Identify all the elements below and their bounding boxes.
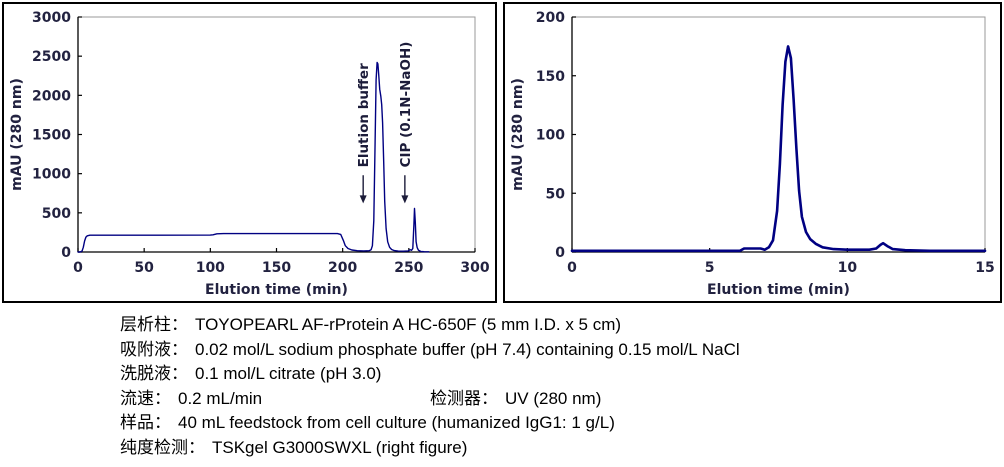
x-tick-label: 250	[394, 260, 423, 276]
right-chromatogram-purity-check: 0 50 100 150 200 0 5 10 15 mAU (280 nm) Elution ti…	[510, 10, 995, 298]
note-value-detector: UV (280 nm)	[505, 388, 602, 408]
chromatogram-trace	[77, 61, 430, 253]
y-tick-label: 1500	[32, 128, 71, 144]
y-tick-label: 2500	[32, 49, 71, 65]
note-row-adsorption-buffer: 吸附液： 0.02 mol/L sodium phosphate buffer …	[120, 338, 980, 363]
x-tick-label: 0	[73, 260, 83, 276]
x-tick-label: 150	[262, 260, 291, 276]
x-tick-label: 100	[196, 260, 225, 276]
y-tick-label: 0	[555, 245, 565, 261]
y-tick-label: 500	[42, 206, 71, 222]
note-label-detector: 检测器：	[430, 388, 498, 409]
left-chromatogram-affinity: 0 500 1000 1500 2000 2500 3000 0 50 100 150 200 250 3…	[9, 10, 490, 298]
note-value: TOYOPEARL AF-rProtein A HC-650F (5 mm I.…	[195, 315, 622, 334]
x-tick-label: 50	[134, 260, 154, 276]
x-tick-label: 300	[460, 260, 489, 276]
note-label: 吸附液：	[120, 339, 188, 360]
y-tick-label: 0	[61, 245, 71, 261]
annotation-label: Elution buffer	[356, 63, 372, 167]
y-tick-label: 1000	[32, 167, 71, 183]
y-tick-label: 2000	[32, 88, 71, 104]
note-label: 洗脱液：	[120, 364, 188, 385]
note-label: 层析柱：	[120, 315, 188, 335]
x-tick-label: 200	[328, 260, 357, 276]
note-value: 0.1 mol/L citrate (pH 3.0)	[195, 364, 382, 384]
y-axis-title: mAU (280 nm)	[9, 78, 25, 191]
note-label: 样品：	[120, 413, 171, 434]
y-tick-label: 200	[536, 10, 565, 26]
y-tick-label: 150	[536, 69, 565, 85]
x-axis-title: Elution time (min)	[205, 282, 348, 298]
x-tick-label: 15	[975, 260, 994, 276]
note-value: 0.2 mL/min	[178, 388, 263, 408]
x-tick-label: 10	[838, 260, 858, 276]
x-tick-label: 0	[567, 260, 577, 276]
annotation-label: CIP (0.1N-NaOH)	[398, 42, 414, 168]
note-row-purity-check: 纯度检测： TSKgel G3000SWXL (right figure)	[120, 436, 980, 461]
conditions-notes: 层析柱： TOYOPEARL AF-rProtein A HC-650F (5 …	[120, 313, 980, 461]
x-axis-title: Elution time (min)	[707, 282, 850, 298]
note-value: 0.02 mol/L sodium phosphate buffer (pH 7…	[195, 339, 740, 359]
right-chart-panel: 0 50 100 150 200 0 5 10 15 mAU (280 nm) Elution ti…	[503, 2, 1002, 303]
annotation-arrowhead-icon	[401, 195, 409, 204]
note-row-column: 层析柱： TOYOPEARL AF-rProtein A HC-650F (5 …	[120, 313, 980, 338]
note-label: 纯度检测：	[120, 437, 205, 458]
y-tick-label: 100	[536, 128, 565, 144]
note-row-sample: 样品： 40 mL feedstock from cell culture (h…	[120, 411, 980, 436]
left-chart-panel: 0 500 1000 1500 2000 2500 3000 0 50 100 150 200 250 3…	[2, 2, 497, 303]
x-tick-label: 5	[705, 260, 715, 276]
note-row-elution-buffer: 洗脱液： 0.1 mol/L citrate (pH 3.0)	[120, 362, 980, 387]
y-tick-label: 3000	[32, 10, 71, 26]
y-axis-title: mAU (280 nm)	[510, 78, 526, 191]
note-flowrate: 流速： 0.2 mL/min	[120, 387, 430, 412]
y-tick-label: 50	[546, 186, 566, 202]
note-label: 流速：	[120, 388, 171, 409]
chromatogram-trace	[570, 45, 987, 253]
note-row-flowrate-detector: 流速： 0.2 mL/min 检测器： UV (280 nm)	[120, 387, 980, 412]
note-value: TSKgel G3000SWXL (right figure)	[212, 437, 468, 457]
note-value: 40 mL feedstock from cell culture (human…	[178, 413, 615, 433]
annotation-arrowhead-icon	[359, 195, 367, 204]
